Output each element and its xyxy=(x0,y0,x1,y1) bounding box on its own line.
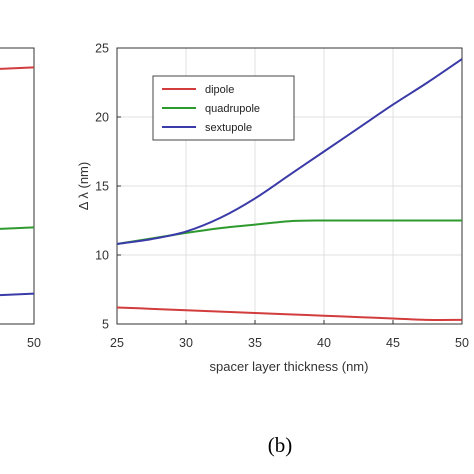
x-tick-label: 50 xyxy=(455,336,469,350)
legend-entries: dipole quadrupole sextupole xyxy=(162,84,260,134)
quadrupole-legend-label: quadrupole xyxy=(205,103,260,115)
left-panel-series xyxy=(0,66,35,297)
left-panel-series-line xyxy=(0,292,35,297)
left-panel-series-line xyxy=(0,226,35,230)
panel-label: (b) xyxy=(268,433,293,457)
sextupole-line xyxy=(116,58,463,245)
left-panel-series-line xyxy=(0,66,35,70)
y-tick-label: 5 xyxy=(102,318,109,332)
data-series xyxy=(116,58,463,321)
dipole-line xyxy=(116,306,463,321)
x-tick-label: 30 xyxy=(179,336,193,350)
x-axis-ticks: 25 30 35 40 45 50 xyxy=(110,320,469,350)
x-axis-label: spacer layer thickness (nm) xyxy=(210,359,369,374)
left-panel-x-tick-label: 50 xyxy=(27,336,41,350)
y-axis-label: Δ λ (nm) xyxy=(76,162,91,210)
y-tick-label: 15 xyxy=(95,180,109,194)
left-panel-frame xyxy=(0,47,35,325)
x-tick-label: 40 xyxy=(317,336,331,350)
left-panel-plot: 50 xyxy=(0,47,41,350)
x-tick-label: 45 xyxy=(386,336,400,350)
dipole-legend-label: dipole xyxy=(205,84,234,96)
y-tick-label: 25 xyxy=(95,42,109,56)
y-axis-ticks: 5 10 15 20 25 xyxy=(95,42,121,332)
y-tick-label: 20 xyxy=(95,111,109,125)
y-tick-label: 10 xyxy=(95,249,109,263)
x-tick-label: 25 xyxy=(110,336,124,350)
legend: dipole quadrupole sextupole xyxy=(152,75,295,141)
panel-b-chart: 25 30 35 40 45 50 5 10 15 20 25 spacer layer thic… xyxy=(76,42,469,375)
x-tick-label: 35 xyxy=(248,336,262,350)
sextupole-legend-label: sextupole xyxy=(205,122,252,134)
